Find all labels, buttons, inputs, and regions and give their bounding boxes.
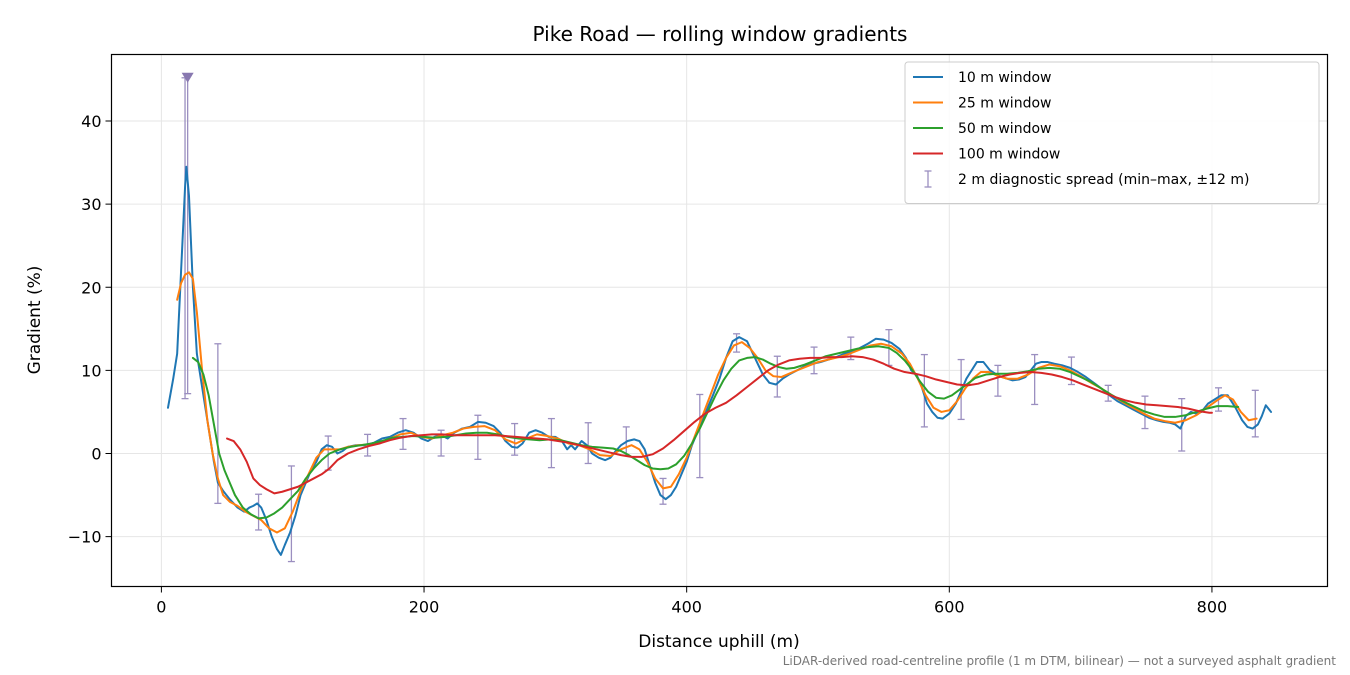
spread-error-bar [511,422,519,456]
legend-label: 100 m window [958,147,1060,163]
plot-frame [110,53,1329,588]
y-tick-label: 30 [81,195,101,214]
y-tick-label: 10 [81,361,101,380]
chart-title: Pike Road — rolling window gradients [533,22,908,46]
legend-entry: 100 m window [913,147,1060,163]
y-tick-label: 0 [91,445,101,464]
spread-error-bar [255,493,263,531]
spread-error-bar [584,422,592,465]
legend: 10 m window 25 m window 50 m window 100 m w… [904,61,1320,204]
spread-error-bar [994,364,1002,397]
spread-error-bar [547,417,555,469]
spread-error-bar [1251,389,1259,438]
x-tick-label: 800 [1197,598,1228,617]
x-tick-label: 200 [409,598,440,617]
y-tick-label: 40 [81,112,101,131]
x-tick-label: 400 [671,598,702,617]
x-tick-label: 0 [156,598,166,617]
spread-error-bar [696,393,704,479]
legend-label: 2 m diagnostic spread (min–max, ±12 m) [958,172,1249,188]
y-axis-title: Gradient (%) [25,266,45,375]
legend-swatch [924,170,932,188]
axis-ticks: 0 200 400 600 800 −10 0 10 20 30 40 [68,112,1227,617]
legend-box [904,61,1320,204]
legend-label: 25 m window [958,96,1051,112]
legend-entry: 25 m window [913,96,1051,112]
series-line [226,355,1213,495]
spread-error-bar [733,333,741,353]
x-axis-title: Distance uphill (m) [638,632,799,652]
legend-label: 50 m window [958,121,1051,137]
clipped-value-marker [181,72,194,83]
y-tick-label: −10 [68,528,102,547]
x-tick-label: 600 [934,598,965,617]
series-lines [166,165,1273,556]
legend-entry: 2 m diagnostic spread (min–max, ±12 m) [924,170,1249,188]
legend-entry: 10 m window [913,70,1051,86]
spread-error-bar [1031,353,1039,406]
y-tick-label: 20 [81,278,101,297]
legend-label: 10 m window [958,70,1051,86]
series-line [191,345,1240,520]
spread-error-bar [659,477,667,505]
footnote: LiDAR-derived road-centreline profile (1… [783,654,1337,668]
legend-entry: 50 m window [913,121,1051,137]
